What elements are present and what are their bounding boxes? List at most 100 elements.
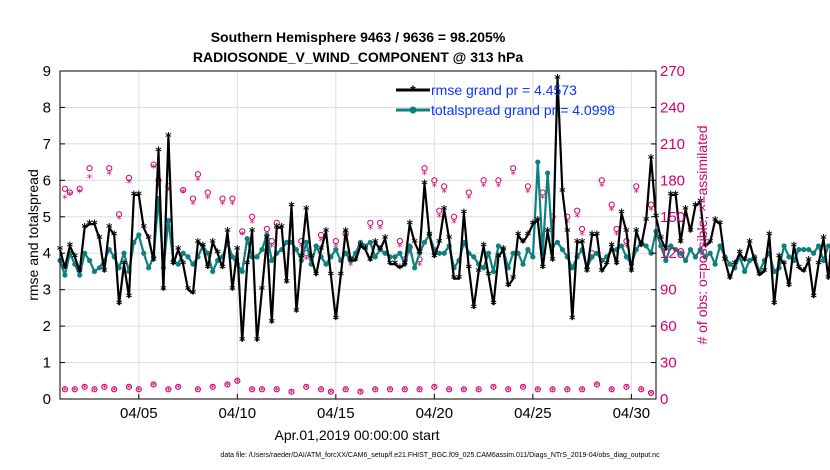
obs-assimilated-marker: * [476,384,482,397]
obs-assimilated-marker: * [126,177,132,190]
obs-possible-marker [579,386,586,393]
series-point-rmse: * [298,250,305,264]
obs-possible-marker [574,207,581,214]
obs-assimilated-marker: * [249,384,255,397]
plot-frame [59,70,657,400]
series-point-totalspread [806,246,812,253]
series-point-rmse: * [717,218,724,232]
series-point-rmse: * [333,312,340,326]
y-tick-label: 9 [43,63,51,80]
series-point-rmse: * [544,225,551,239]
obs-possible-marker [288,388,295,395]
obs-possible-marker [396,237,403,245]
series-point-rmse: * [323,225,330,239]
obs-possible-marker [219,195,226,202]
series-point-totalspread [712,261,718,267]
series-point-rmse: * [372,236,379,250]
series-point-totalspread [702,254,708,260]
obs-possible-marker [367,219,374,226]
series-point-rmse: * [283,276,290,290]
obs-possible-marker [633,183,640,190]
series-point-rmse: * [471,301,478,315]
obs-assimilated-marker: * [387,384,393,397]
obs-possible-marker [549,386,556,393]
series-point-rmse: * [746,236,753,250]
obs-possible-marker [189,195,197,202]
obs-possible-marker [524,183,532,190]
obs-assimilated-marker: * [417,384,423,397]
series-point-rmse: * [786,280,793,294]
series-point-rmse: * [692,199,699,213]
y-axis-label: rmse and totalspread [25,169,41,301]
obs-possible-marker [327,388,335,395]
series-point-rmse: * [86,218,93,232]
obs-assimilated-marker: * [535,384,541,397]
obs-assimilated-marker: * [550,384,556,397]
series-point-totalspread [441,250,447,256]
series-point-totalspread [136,232,142,238]
series-point-totalspread [372,254,378,260]
obs-assimilated-marker: * [102,382,108,395]
series-point-rmse: * [200,239,207,253]
series-point-totalspread [254,254,260,260]
series-point-totalspread [673,246,679,253]
obs-possible-marker [76,185,83,192]
series-point-rmse: * [461,207,468,221]
series-point-totalspread [436,250,442,256]
series-point-totalspread [146,265,152,271]
series-point-rmse: * [564,225,571,239]
series-point-rmse: * [554,72,561,86]
obs-assimilated-marker: * [609,205,615,218]
series-point-rmse: * [579,236,586,250]
y-right-tick-label: 90 [660,282,677,299]
series-point-totalspread [781,243,787,249]
obs-assimilated-marker: * [648,205,654,218]
obs-assimilated-marker: * [67,189,73,202]
series-point-rmse: * [229,283,236,297]
obs-possible-marker [421,165,428,172]
series-point-rmse: * [549,254,556,268]
series-point-totalspread [205,250,211,256]
obs-possible-marker [91,386,98,393]
obs-possible-marker [111,386,118,393]
x-axis-label: Apr.01,2019 00:00:00 start [274,427,439,443]
obs-assimilated-marker: * [77,186,83,199]
series-point-totalspread [658,243,664,249]
obs-assimilated-marker: * [235,376,241,389]
obs-possible-marker [519,383,527,390]
series-point-rmse: * [742,254,749,268]
series-point-totalspread [697,246,703,253]
series-point-rmse: * [244,258,251,272]
obs-possible-marker [357,388,364,395]
obs-assimilated-marker: * [87,172,93,185]
obs-possible-marker [61,386,69,393]
obs-possible-marker [194,171,202,178]
series-point-rmse: * [806,254,813,268]
series-point-rmse: * [633,225,640,239]
obs-assimilated-marker: * [210,382,216,395]
chart-title-line-1: Southern Hemisphere 9463 / 9636 = 98.205… [211,29,506,45]
series-point-totalspread [471,254,477,260]
obs-possible-marker [480,177,487,184]
series-point-rmse: * [505,280,512,294]
series-point-rmse: * [520,236,527,250]
obs-possible-marker [303,383,310,390]
y-tick-label: 6 [43,172,51,189]
series-point-rmse: * [67,239,74,253]
series-point-rmse: * [175,243,182,257]
series-point-rmse: * [224,225,231,239]
series-point-rmse: * [210,236,217,250]
y-tick-label: 3 [43,282,51,299]
obs-assimilated-marker: * [525,186,531,199]
series-point-totalspread [535,159,541,165]
series-point-rmse: * [485,269,492,283]
series-point-rmse: * [402,258,409,272]
series-point-totalspread [663,257,669,264]
obs-possible-marker [342,386,349,393]
y-tick-label: 7 [43,136,51,153]
legend: * rmse grand pr = 4.4573 totalspread gra… [396,82,615,118]
series-point-rmse: * [264,232,271,246]
obs-possible-marker [135,386,142,393]
series-point-totalspread [244,236,250,242]
series-point-rmse: * [116,298,123,312]
